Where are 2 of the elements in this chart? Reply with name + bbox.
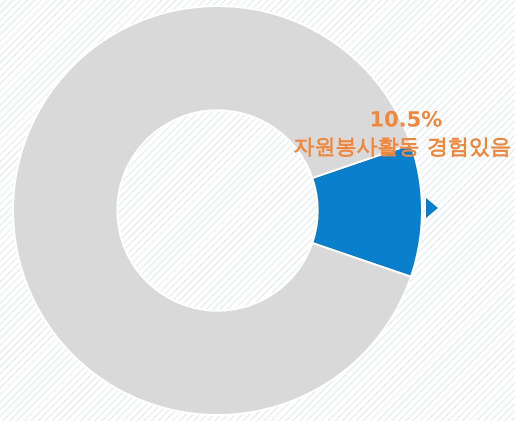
data-label: 10.5% xyxy=(369,108,442,132)
slice-label: 자원봉사활동 경험있음 xyxy=(294,134,511,159)
